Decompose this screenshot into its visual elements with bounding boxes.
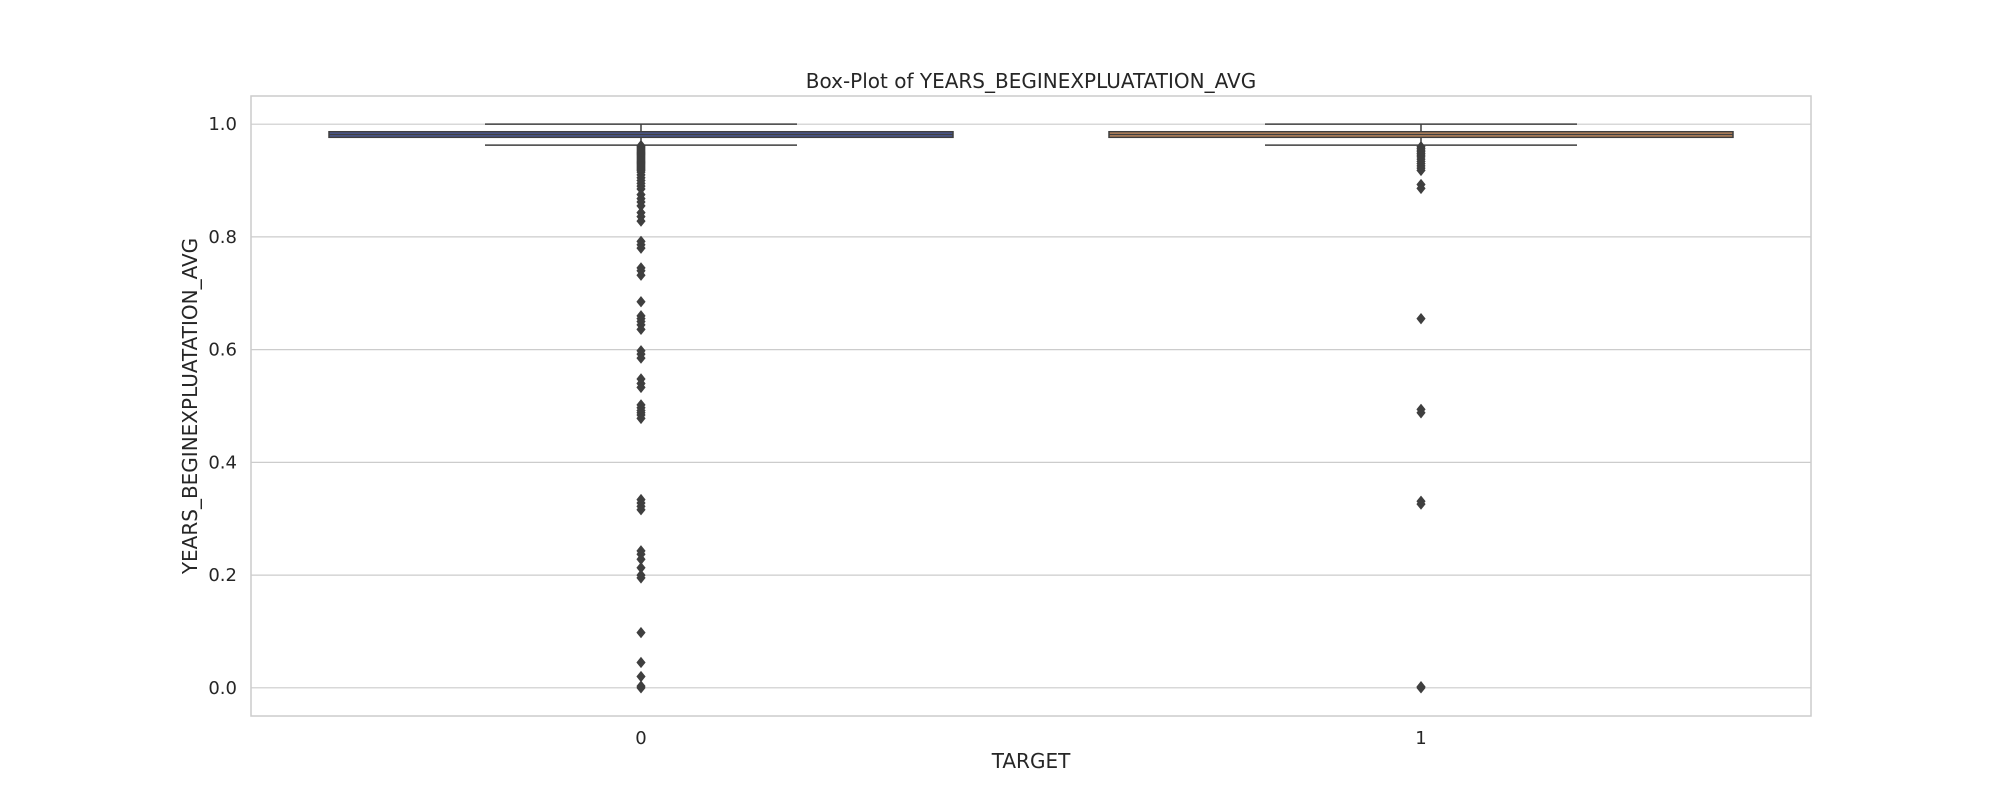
box-group-0 [328,123,954,694]
y-tick-label: 0.4 [208,452,237,473]
outlier-point [1416,164,1426,177]
boxes [328,123,1734,694]
outlier-point [636,626,646,639]
outlier-point [636,215,646,227]
outlier-point [636,352,646,364]
outlier-point [1416,182,1426,195]
outlier-point [636,269,646,281]
outlier-point [636,682,646,694]
y-tick-labels: 0.0 0.2 0.4 0.6 0.8 1.0 [208,114,237,699]
outlier-point [636,504,646,516]
outlier-point [636,323,646,336]
outlier-point [636,381,646,394]
y-tick-label: 0.0 [208,678,237,699]
outlier-point [1416,682,1426,694]
y-tick-label: 1.0 [208,114,237,135]
box-group-1 [1108,123,1734,694]
y-tick-label: 0.6 [208,340,237,361]
outlier-point [636,412,646,425]
outlier-point [1416,498,1426,510]
outlier-point [636,572,646,584]
y-tick-label: 0.8 [208,227,237,248]
x-tick-label: 0 [635,728,646,749]
outlier-point [1416,312,1426,325]
x-axis-label: TARGET [991,749,1071,773]
outlier-point [636,242,646,254]
y-axis-label: YEARS_BEGINEXPLUATATION_AVG [178,238,202,575]
y-tick-label: 0.2 [208,565,237,586]
outlier-point [636,296,646,308]
plot-area-frame [250,95,1812,717]
outlier-point [636,656,646,669]
outlier-point [1416,407,1426,419]
chart-title: Box-Plot of YEARS_BEGINEXPLUATATION_AVG [806,69,1256,93]
x-tick-label: 1 [1415,728,1426,749]
